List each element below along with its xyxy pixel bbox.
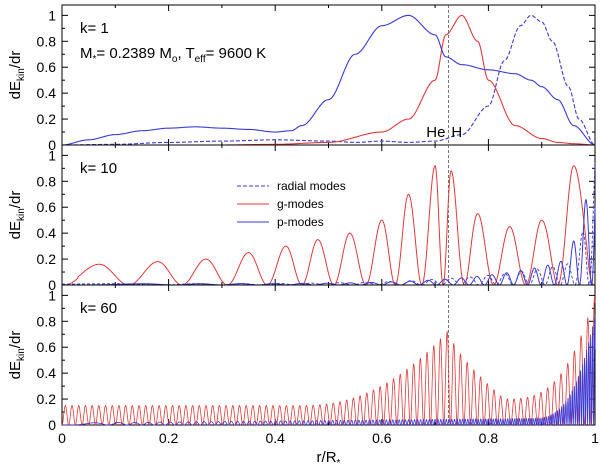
series-p-modes (62, 317, 596, 427)
y-tick-label: 0.6 (37, 59, 57, 75)
y-axis-label: dEkin/dr (7, 51, 27, 100)
x-tick-label: 0 (58, 430, 66, 446)
y-tick-label: 0.4 (37, 85, 57, 101)
y-axis-label: dEkin/dr (7, 191, 27, 240)
y-tick-label: 0.2 (37, 111, 57, 127)
y-tick-label: 0 (48, 417, 56, 433)
x-tick-label: 0.6 (372, 430, 392, 446)
series-radial-modes (62, 14, 596, 146)
panel-label: k= 10 (80, 160, 117, 177)
legend-label: radial modes (277, 179, 346, 193)
y-tick-label: 0.6 (37, 199, 57, 215)
label-h: H (451, 124, 462, 141)
legend: radial modes g-modes p-modes (237, 179, 346, 229)
y-tick-label: 0.4 (37, 225, 57, 241)
y-tick-label: 1 (48, 7, 56, 23)
y-tick-label: 0.4 (37, 365, 57, 381)
panel-frame (61, 4, 596, 146)
x-tick-label: 0.2 (159, 430, 179, 446)
panel-label: k= 60 (80, 300, 117, 317)
legend-label: g-modes (277, 197, 324, 211)
x-axis-label: r/R* (317, 449, 341, 465)
legend-label: p-modes (277, 215, 324, 229)
y-tick-label: 0.8 (37, 313, 57, 329)
panel-label: k= 1 (80, 20, 109, 37)
panel-2: 0 0.2 0.4 0.6 0.8 1 dEkin/dr k= 10 radial modes g… (7, 144, 596, 293)
y-tick-label: 0 (48, 277, 56, 293)
y-tick-label: 0.8 (37, 33, 57, 49)
series-p-modes (61, 14, 596, 146)
panel-frame (61, 144, 596, 286)
x-tick-label: 0.4 (265, 430, 285, 446)
stellar-params: M*= 0.2389 Mo, Teff= 9600 K (80, 45, 266, 65)
y-tick-label: 0.6 (37, 339, 57, 355)
series-g-modes (62, 165, 595, 286)
y-tick-label: 0.8 (37, 173, 57, 189)
series-g-modes (61, 296, 596, 427)
y-axis-label: dEkin/dr (7, 331, 27, 380)
y-tick-label: 1 (48, 147, 56, 163)
y-tick-label: 0 (48, 137, 56, 153)
panel-3: 0 0.2 0.4 0.6 0.8 1 dEkin/dr k= 60 (7, 284, 596, 433)
y-tick-label: 0.2 (37, 391, 57, 407)
panel-1: 0 0.2 0.4 0.6 0.8 1 dEkin/dr k= 1 M*= 0.2389 Mo,… (7, 4, 596, 153)
x-tick-label: 0.8 (479, 430, 499, 446)
series-p-modes (62, 199, 596, 286)
y-tick-label: 1 (48, 287, 56, 303)
y-tick-label: 0.2 (37, 251, 57, 267)
x-tick-label: 1 (591, 430, 599, 446)
label-he: He (426, 124, 445, 141)
